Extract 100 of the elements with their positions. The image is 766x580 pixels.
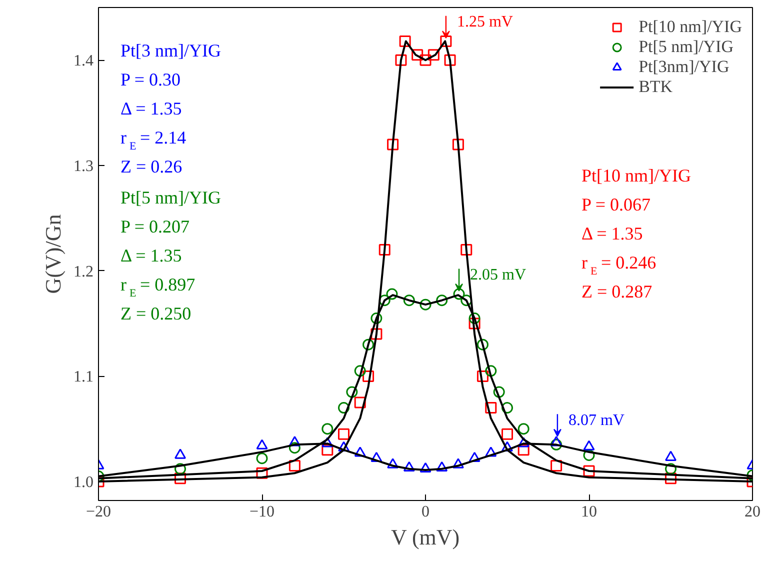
- point: [395, 54, 407, 66]
- point: [370, 328, 382, 340]
- legend-label: Pt[10 nm]/YIG: [638, 17, 742, 37]
- point: [502, 441, 513, 452]
- point: [468, 318, 480, 330]
- point: [412, 49, 424, 61]
- point: [174, 463, 186, 475]
- annotation: Δ = 1.35: [120, 246, 182, 266]
- annotation: Pt[10 nm]/YIG: [582, 166, 691, 186]
- annotation: Pt[5 nm]/YIG: [120, 188, 221, 208]
- point: [370, 312, 382, 324]
- annotation: Pt[3 nm]/YIG: [120, 40, 221, 60]
- point: [322, 423, 334, 435]
- point: [338, 441, 350, 452]
- point: [399, 35, 411, 47]
- x-tick-label: 10: [581, 504, 597, 520]
- point: [387, 138, 399, 150]
- annotation: P = 0.30: [120, 70, 180, 90]
- legend-label: BTK: [638, 77, 673, 97]
- point: [665, 463, 676, 475]
- x-axis-title: V (mV): [390, 524, 460, 550]
- point: [338, 402, 350, 414]
- y-tick-label: 1.2: [74, 263, 94, 280]
- point: [428, 49, 440, 61]
- point: [665, 450, 676, 461]
- point: [436, 294, 448, 306]
- annotation: 1.25 mV: [456, 14, 514, 31]
- point: [322, 437, 334, 448]
- legend-label: Pt[3nm]/YIG: [638, 57, 730, 77]
- point: [468, 312, 480, 324]
- point: [583, 440, 595, 450]
- point: [550, 460, 562, 472]
- annotation: Δ = 1.35: [120, 98, 182, 118]
- point: [346, 386, 358, 398]
- point: [476, 370, 488, 382]
- point: [453, 288, 465, 300]
- point: [452, 458, 464, 468]
- point: [550, 436, 562, 446]
- x-tick-label: −20: [86, 504, 112, 520]
- point: [583, 465, 595, 477]
- annotation: P = 0.207: [120, 216, 190, 236]
- annotation: Z = 0.250: [120, 304, 192, 324]
- point: [174, 448, 186, 459]
- point: [420, 298, 432, 310]
- point: [288, 436, 300, 446]
- point: [338, 428, 350, 440]
- point: [502, 428, 513, 440]
- point: [354, 446, 366, 457]
- point: [174, 472, 186, 484]
- point: [452, 138, 464, 150]
- point: [362, 370, 374, 382]
- point: [493, 386, 505, 398]
- point: [468, 452, 480, 462]
- annotation: Z = 0.287: [582, 282, 652, 302]
- annotation: Δ = 1.35: [582, 224, 643, 244]
- point: [378, 244, 390, 256]
- x-tick-label: 20: [744, 504, 760, 520]
- point: [444, 54, 456, 66]
- point: [403, 294, 415, 306]
- point: [485, 402, 497, 414]
- point: [256, 452, 268, 464]
- point: [288, 460, 300, 472]
- point: [518, 437, 530, 448]
- y-tick-label: 1.3: [74, 158, 94, 176]
- point: [502, 402, 513, 414]
- point: [665, 472, 676, 484]
- y-axis-title: G(V)/Gn: [40, 214, 66, 294]
- point: [256, 467, 268, 479]
- point: [403, 461, 415, 472]
- point: [386, 288, 398, 300]
- y-tick-label: 1.0: [74, 474, 94, 492]
- point: [476, 338, 488, 350]
- point: [354, 365, 366, 377]
- y-tick-label: 1.4: [74, 52, 94, 70]
- point: [485, 365, 497, 377]
- point: [288, 442, 300, 454]
- point: [460, 294, 472, 306]
- point: [354, 396, 366, 408]
- point: [485, 446, 497, 457]
- annotation: Z = 0.26: [120, 156, 182, 176]
- legend-label: Pt[5 nm]/YIG: [638, 37, 734, 57]
- point: [583, 449, 595, 461]
- y-tick-label: 1.1: [74, 368, 94, 386]
- point: [256, 439, 268, 450]
- point: [550, 438, 562, 450]
- point: [420, 54, 432, 66]
- x-tick-label: −10: [249, 504, 275, 520]
- annotation: 2.05 mV: [470, 266, 526, 284]
- point: [518, 423, 530, 435]
- point: [420, 462, 432, 473]
- annotation: 8.07 mV: [568, 412, 625, 429]
- x-tick-label: 0: [422, 504, 430, 520]
- point: [378, 294, 390, 306]
- point: [387, 458, 399, 468]
- point: [362, 338, 374, 350]
- point: [518, 444, 530, 456]
- annotation: P = 0.067: [582, 194, 650, 214]
- point: [436, 461, 448, 472]
- point: [440, 35, 452, 47]
- point: [460, 244, 472, 256]
